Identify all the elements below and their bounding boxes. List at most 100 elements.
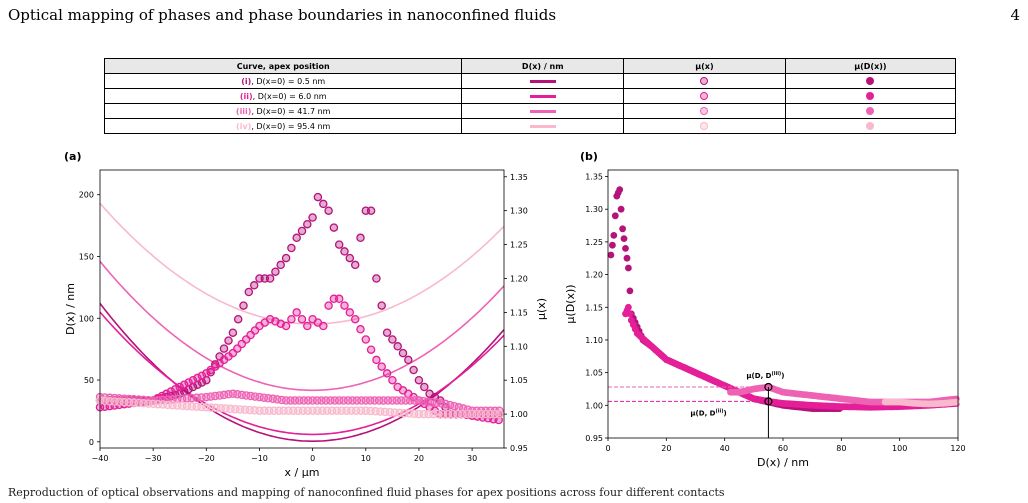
- y2-tick-label: 1.10: [510, 342, 528, 351]
- y2-tick-label: 1.25: [510, 241, 528, 250]
- mu-x-point: [197, 371, 207, 380]
- mu-d-point: [952, 398, 960, 406]
- panel-b-x-axis: 0 20 40 60 80 100 120: [605, 438, 966, 453]
- paper-title: Optical mapping of phases and phase boun…: [8, 6, 557, 24]
- mu-x-point: [361, 335, 371, 344]
- mu-x-point: [244, 287, 254, 297]
- mu-x-point: [334, 240, 344, 249]
- y-tick-label: 1.20: [585, 271, 603, 280]
- panel-b-y-axis: 0.95 1.00 1.05 1.10 1.15 1.20 1.25 1.30 1.35: [585, 173, 608, 443]
- mu-x-point: [409, 365, 418, 375]
- y-tick-label: 1.30: [585, 205, 603, 214]
- mu-x-point: [271, 267, 280, 276]
- y2-tick-label: 1.35: [510, 173, 528, 182]
- mu-x-point: [324, 301, 333, 310]
- panel-b-label: (b): [580, 150, 598, 163]
- y2-tick-label: 1.20: [510, 274, 528, 283]
- panel-a-y2-axis: 0.95 1.00 1.05 1.10 1.15 1.20 1.25 1.30 1.35: [504, 173, 528, 453]
- y-tick-label: 100: [79, 314, 94, 323]
- legend-filled-dot-cell: [784, 118, 957, 134]
- mu-x-point: [193, 373, 202, 383]
- mu-x-point: [224, 336, 233, 345]
- y-tick-label: 150: [79, 252, 94, 261]
- panel-a-frame: [99, 169, 505, 449]
- line-swatch: [529, 79, 556, 83]
- mu-x-point: [345, 253, 355, 263]
- mu-d-point: [626, 310, 634, 318]
- annotation-superscript: (iii): [771, 371, 781, 377]
- mu-d-point: [607, 251, 615, 259]
- mu-x-point: [166, 387, 176, 396]
- curve-apex-text: , D(x=0) = 41.7 nm: [251, 106, 331, 116]
- x-tick-label: 120: [950, 444, 965, 453]
- mu-x-point: [393, 342, 402, 351]
- mu-x-point: [319, 321, 328, 331]
- line-swatch: [529, 109, 556, 113]
- mu-x-point: [377, 301, 386, 310]
- legend-table: Curve, apex position D(x) / nm μ(x) μ(D(…: [103, 58, 957, 134]
- mu-x-point: [292, 233, 301, 243]
- panel-a-y-label: D(x) / nm: [64, 283, 77, 335]
- mu-x-point: [366, 345, 376, 354]
- mu-d-point: [620, 235, 628, 243]
- curve-apex-text: , D(x=0) = 6.0 nm: [252, 91, 327, 101]
- mu-x-point: [308, 213, 317, 222]
- mu-x-point: [340, 301, 349, 310]
- line-swatch: [529, 124, 556, 128]
- x-tick-label: 100: [892, 444, 907, 453]
- mu-d-point: [625, 264, 632, 272]
- open-marker-swatch: [700, 77, 709, 85]
- mu-x-point: [239, 301, 248, 310]
- mu-x-point: [297, 226, 307, 236]
- x-tick-label: −10: [251, 454, 268, 463]
- mu-x-point: [313, 192, 323, 202]
- mu-x-point: [276, 260, 285, 270]
- legend-row: (iii), D(x=0) = 41.7 nm: [103, 103, 957, 119]
- mu-d-point: [619, 225, 626, 233]
- annotation-label: μ(D, D(iii)): [746, 371, 784, 380]
- mu-x-point: [366, 206, 376, 215]
- page-number: 4: [1010, 6, 1020, 24]
- legend-col-dx: D(x) / nm: [461, 58, 625, 74]
- mu-x-point: [414, 375, 424, 385]
- x-tick-label: −30: [145, 454, 162, 463]
- mu-d-point: [616, 186, 624, 194]
- y2-tick-label: 1.00: [510, 410, 528, 419]
- mu-x-point: [171, 384, 180, 394]
- mu-x-point: [319, 199, 328, 209]
- curve-tag: (iii): [235, 106, 252, 116]
- annotation-superscript: (ii): [715, 408, 723, 414]
- mu-x-point: [233, 314, 243, 324]
- y-tick-label: 1.25: [585, 238, 603, 247]
- mu-x-point: [265, 274, 275, 283]
- x-tick-label: 80: [836, 444, 846, 453]
- mu-x-point: [388, 335, 397, 344]
- mu-x-point: [219, 344, 229, 353]
- mu-x-point: [287, 314, 296, 324]
- x-tick-label: 0: [605, 444, 610, 453]
- mu-x-point: [340, 247, 349, 256]
- y2-tick-label: 0.95: [510, 444, 528, 453]
- open-marker-swatch: [700, 122, 709, 130]
- open-marker-swatch: [700, 107, 709, 115]
- x-tick-label: −20: [198, 454, 215, 463]
- mu-x-point: [281, 321, 291, 331]
- panel-a-x-axis: −40 −30 −20 −10 0 10 20 30: [92, 448, 477, 463]
- panel-a-label: (a): [64, 150, 81, 163]
- filled-marker-swatch: [866, 107, 875, 115]
- mu-x-point: [228, 328, 238, 337]
- y-tick-label: 0.95: [585, 434, 603, 443]
- mu-x-point: [420, 382, 429, 392]
- mu-x-point: [303, 321, 312, 331]
- panel-a-x-label: x / μm: [285, 466, 320, 479]
- panel-b-y-label: μ(D(x)): [564, 284, 577, 323]
- mu-x-point: [303, 219, 312, 229]
- mu-x-point: [404, 355, 413, 365]
- y2-tick-label: 1.15: [510, 308, 528, 317]
- dx-line-3: [99, 260, 505, 392]
- curve-tag: (iv): [236, 121, 252, 131]
- legend-col-mux: μ(x): [623, 58, 786, 74]
- mu-x-point: [249, 281, 259, 290]
- mu-x-point: [356, 233, 365, 243]
